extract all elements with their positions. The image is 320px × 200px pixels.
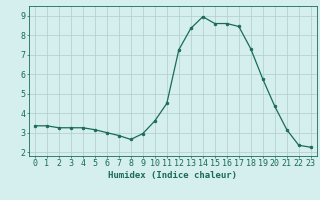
- X-axis label: Humidex (Indice chaleur): Humidex (Indice chaleur): [108, 171, 237, 180]
